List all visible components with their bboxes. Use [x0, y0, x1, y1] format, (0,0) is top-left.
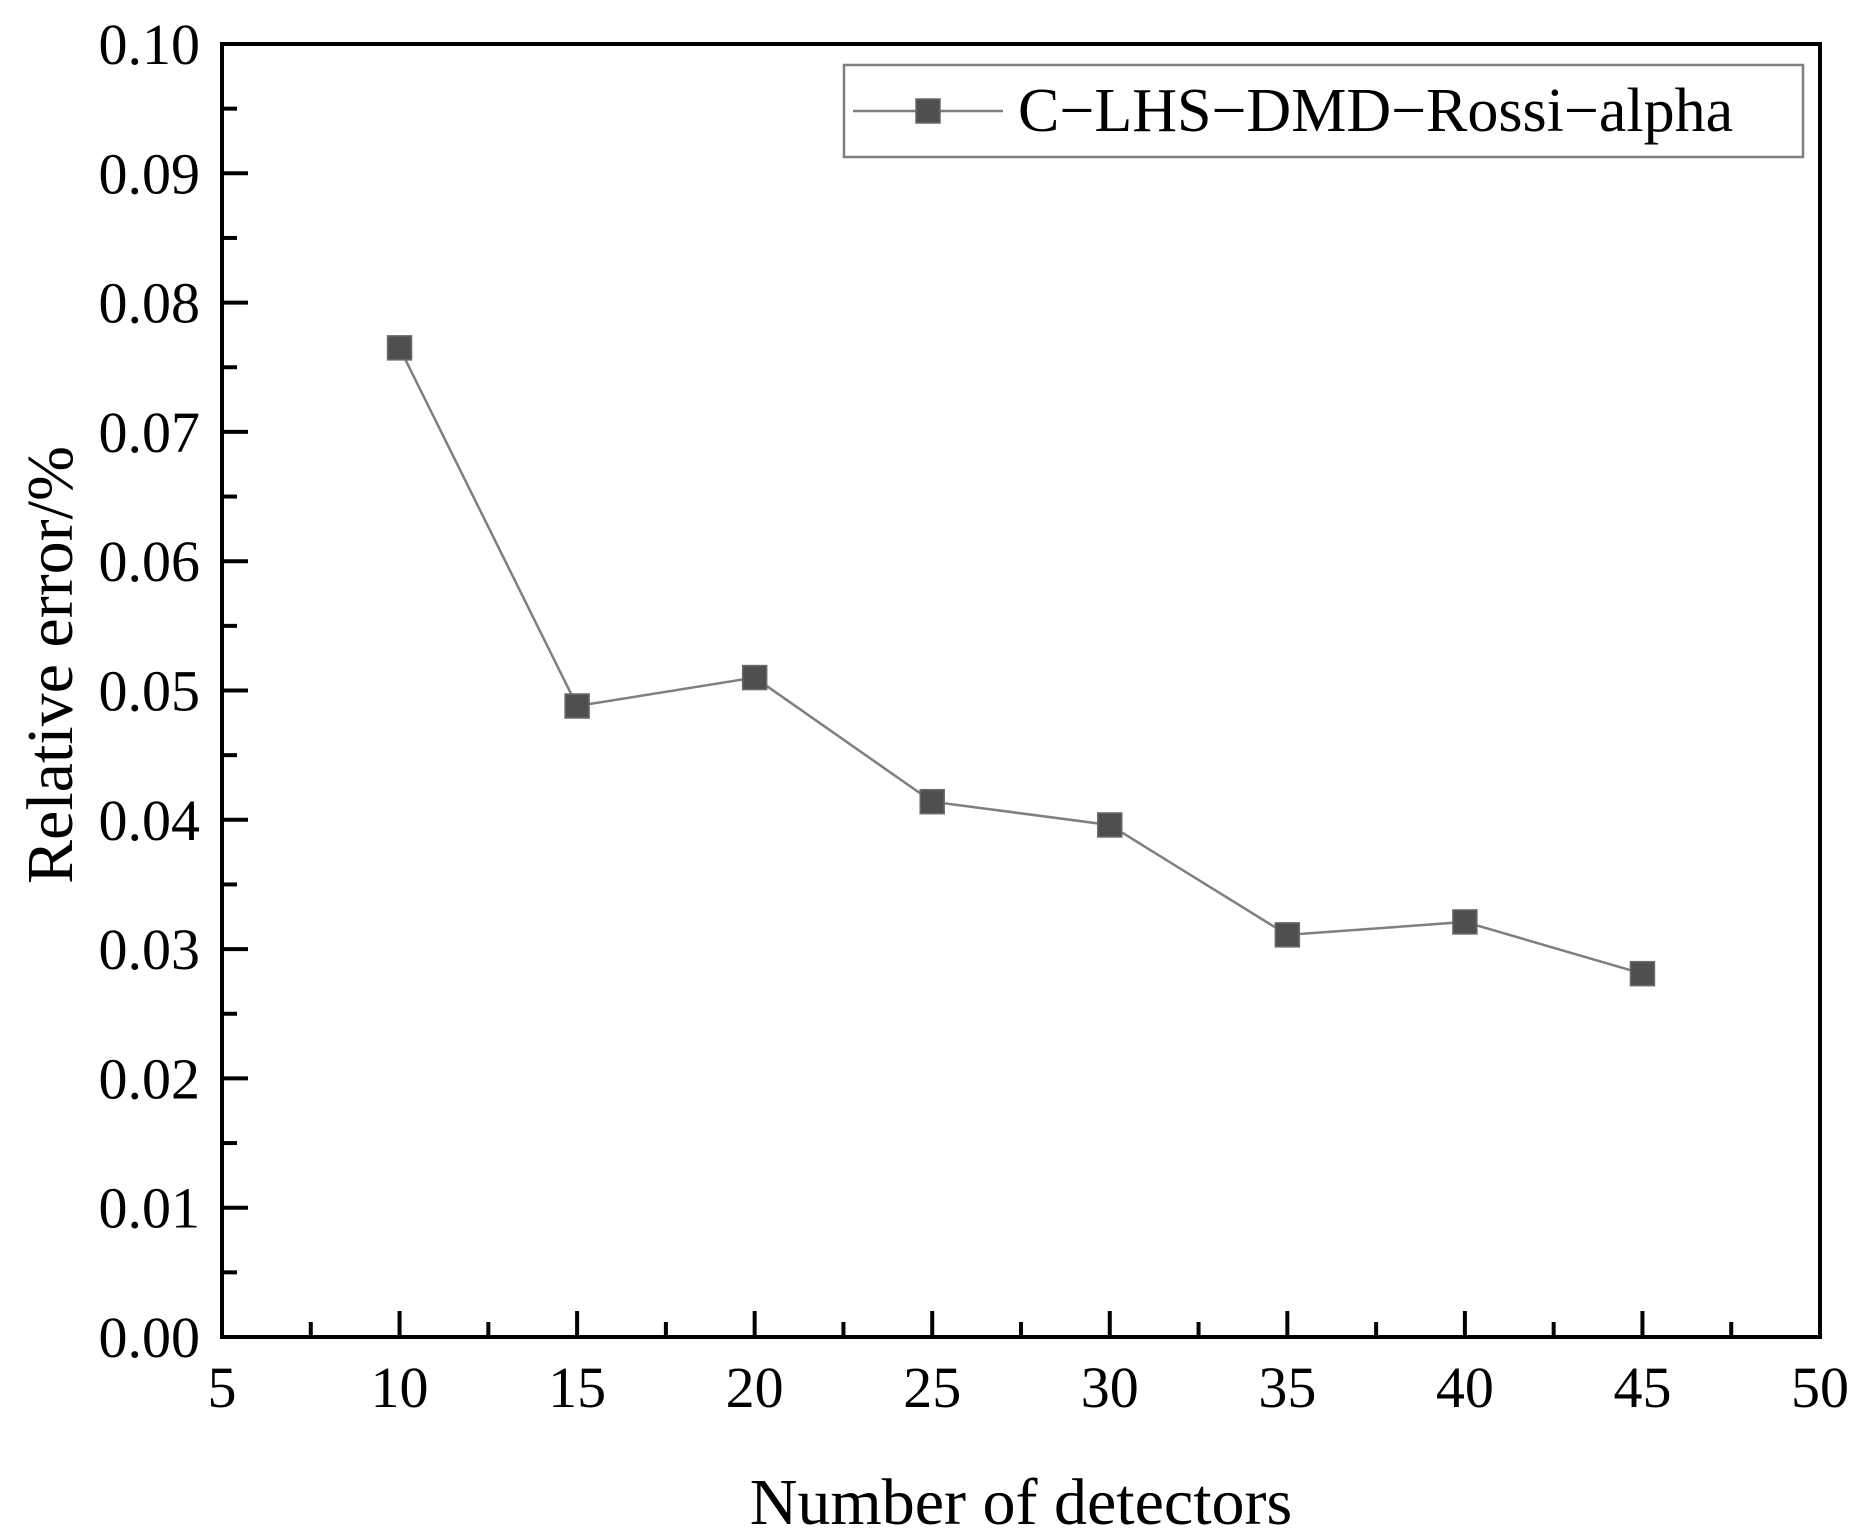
- data-point-marker: [1274, 922, 1301, 948]
- y-tick-label: 0.07: [99, 400, 201, 465]
- x-tick-label: 10: [371, 1355, 429, 1420]
- legend-marker-square: [915, 98, 941, 124]
- y-tick-label: 0.06: [99, 529, 201, 594]
- data-point-marker: [1452, 909, 1478, 935]
- x-tick-label: 30: [1081, 1355, 1139, 1420]
- x-tick-label: 20: [726, 1355, 784, 1420]
- x-axis: 5 10 15 20 25 30 35 40 45 50: [208, 1311, 1849, 1420]
- x-tick-label: 25: [903, 1355, 961, 1420]
- data-point-marker: [564, 693, 590, 719]
- series-connecting-line: [398, 347, 1643, 975]
- y-tick-label: 0.09: [99, 141, 201, 206]
- data-point-marker: [386, 335, 413, 361]
- data-point-marker: [1097, 812, 1123, 838]
- y-tick-label: 0.02: [99, 1046, 201, 1111]
- x-tick-label: 40: [1436, 1355, 1494, 1420]
- x-tick-label: 35: [1258, 1355, 1316, 1420]
- y-tick-label: 0.01: [99, 1176, 201, 1241]
- x-tick-label: 50: [1791, 1355, 1849, 1420]
- data-point-marker: [741, 664, 768, 691]
- data-point-marker: [1629, 960, 1656, 987]
- y-axis-title: Relative error/%: [14, 446, 87, 884]
- x-tick-label: 15: [548, 1355, 606, 1420]
- x-tick-label: 5: [208, 1355, 237, 1420]
- plot-area-border: [220, 42, 1822, 1339]
- y-tick-label: 0.03: [99, 917, 201, 982]
- x-tick-label: 45: [1613, 1355, 1671, 1420]
- y-tick-label: 0.08: [99, 271, 201, 336]
- legend: C−LHS−DMD−Rossi−alpha: [842, 63, 1805, 159]
- y-tick-label: 0.00: [99, 1305, 201, 1370]
- data-series: [386, 335, 1656, 987]
- y-tick-label: 0.04: [99, 788, 201, 853]
- y-tick-label: 0.05: [99, 659, 201, 724]
- y-tick-label: 0.10: [99, 12, 201, 77]
- legend-label: C−LHS−DMD−Rossi−alpha: [1018, 77, 1733, 145]
- legend-box: [842, 63, 1805, 159]
- x-axis-title: Number of detectors: [750, 1466, 1292, 1539]
- y-axis: 0.00 0.01 0.02 0.03 0.04 0.05 0.06 0.07 0.08 0.09…: [99, 12, 248, 1370]
- data-point-marker: [919, 788, 945, 815]
